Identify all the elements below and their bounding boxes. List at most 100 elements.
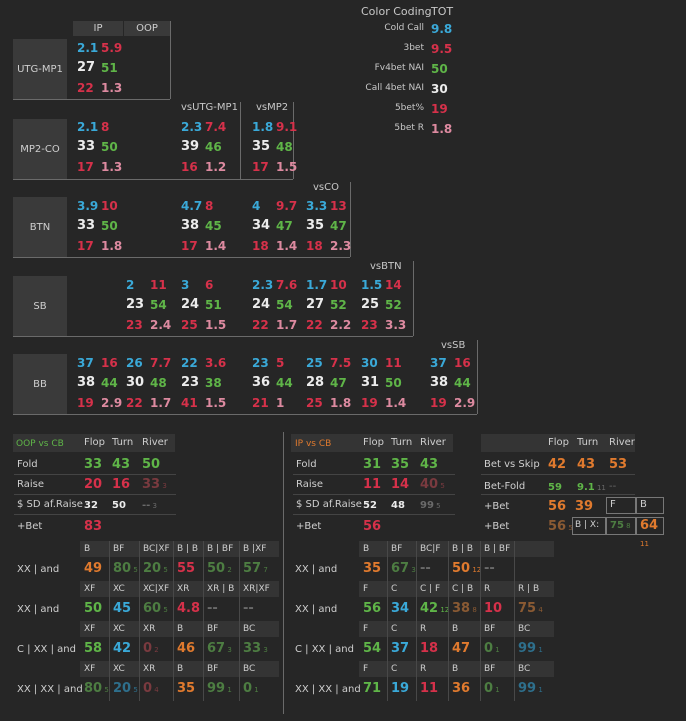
- stat-value: 1: [276, 396, 285, 410]
- stat-value: 1.7: [150, 396, 172, 410]
- sample-size: 1: [225, 686, 232, 694]
- line-value: --: [243, 601, 254, 616]
- stat-value: 19: [430, 396, 447, 410]
- line-head: R | B: [518, 584, 540, 594]
- line-label: XX | and: [17, 564, 60, 575]
- legend-value: 1.8: [431, 122, 453, 136]
- row-value: 56: [363, 519, 382, 534]
- stat-value: 22: [77, 81, 94, 95]
- line-head: XC|XF: [143, 584, 170, 594]
- stat-value: 23: [126, 318, 143, 332]
- color-coding-tot: TOT: [431, 5, 454, 18]
- sample-size: 3: [150, 502, 157, 510]
- stat-value: 5: [276, 356, 285, 370]
- stat-value: 38: [205, 376, 222, 390]
- sample-size: 2: [225, 566, 232, 574]
- sample-size: 7: [261, 566, 268, 574]
- line-head: BC|XF: [143, 544, 170, 554]
- line-value: 36: [452, 681, 471, 696]
- row-value: 75 8: [606, 517, 636, 535]
- sample-size: 5: [566, 524, 573, 532]
- stat-value: 1.5: [205, 396, 227, 410]
- line-head: B | B: [177, 544, 199, 554]
- sample-size: 8: [470, 606, 477, 614]
- stat-value: 23: [181, 375, 200, 390]
- stat-group-sb_vsbtn: 1.5 14 25 52 23 3.3: [361, 278, 415, 338]
- stat-value: 47: [330, 376, 347, 390]
- position-bb: BB: [13, 354, 67, 414]
- legend-value: 9.8: [431, 22, 453, 36]
- line-value: 0 1: [484, 681, 500, 696]
- line-value: 99 1: [207, 681, 232, 696]
- line-head: B | BF: [484, 544, 511, 554]
- line-value: 67 3: [391, 561, 416, 576]
- sample-size: 5: [161, 566, 168, 574]
- line-label: C | XX | and: [295, 644, 354, 655]
- stat-value: 50: [385, 376, 402, 390]
- stat-value: 11: [385, 356, 402, 370]
- stat-value: 8: [101, 120, 110, 134]
- row-value: 64 11: [636, 517, 664, 548]
- stat-value: 1.5: [205, 318, 227, 332]
- row-label: +Bet: [484, 521, 510, 532]
- position-sb: SB: [13, 276, 67, 336]
- row-value: 59: [548, 482, 562, 493]
- line-head: R: [420, 664, 427, 674]
- ip-col-turn: Turn: [391, 437, 413, 448]
- line-head: BC: [518, 624, 531, 634]
- line-label: XX | and: [295, 564, 338, 575]
- bet-col-flop: Flop: [548, 437, 569, 448]
- row-value: 52: [363, 500, 377, 511]
- line-head: C | B: [452, 584, 474, 594]
- line-head: BC: [243, 664, 256, 674]
- line-value: 57 7: [243, 561, 268, 576]
- line-head: BF: [484, 624, 496, 634]
- line-value: --: [484, 561, 495, 576]
- stat-group-bb_vsmp2: 23 5 36 44 21 1: [252, 356, 306, 416]
- stat-value: 4: [252, 199, 261, 213]
- stat-value: 38: [77, 375, 96, 390]
- line-head: R: [420, 624, 427, 634]
- stat-value: 7.4: [205, 120, 227, 134]
- position-mp2-co: MP2-CO: [13, 119, 67, 179]
- sample-size: 11: [640, 540, 649, 548]
- stat-value: 31: [361, 375, 380, 390]
- line-value: 71: [363, 681, 382, 696]
- row-value: 99 5: [420, 500, 441, 511]
- row-label: Bet-Fold: [484, 481, 526, 492]
- stat-group-utg_ip: 2.1 5.9 27 51 22 1.3: [77, 41, 131, 101]
- stat-value: 3.6: [205, 356, 227, 370]
- row-value: 83: [84, 519, 103, 534]
- line-head: F: [363, 584, 369, 594]
- stat-value: 3: [181, 278, 190, 292]
- sample-size: 4: [152, 686, 159, 694]
- legend-label: 3bet: [403, 43, 424, 53]
- line-head: XC: [113, 664, 125, 674]
- stat-value: 33: [77, 139, 96, 154]
- stat-value: 2: [126, 278, 135, 292]
- row-value: 9.1 11: [577, 482, 606, 493]
- stat-value: 37: [430, 356, 447, 370]
- row-label: +Bet: [17, 521, 43, 532]
- row-value: 31: [363, 457, 382, 472]
- stat-group-btn_ip: 3.9 10 33 50 17 1.8: [77, 199, 131, 259]
- line-value: 0 1: [243, 681, 259, 696]
- line-value: 34: [391, 601, 410, 616]
- stat-value: 30: [126, 375, 145, 390]
- line-head: B: [452, 624, 459, 634]
- box-f: F: [606, 497, 636, 514]
- stat-value: 28: [306, 375, 325, 390]
- sample-size: 3: [225, 646, 232, 654]
- line-value: 54: [363, 641, 382, 656]
- row-value: 43: [577, 457, 596, 472]
- vs-utg-header: vsUTG-MP1: [181, 102, 238, 113]
- line-value: 75 4: [518, 601, 543, 616]
- stat-value: 2.1: [77, 41, 99, 55]
- line-head: C: [391, 664, 398, 674]
- line-value: 37: [391, 641, 410, 656]
- row-value: 42: [548, 457, 567, 472]
- stat-value: 21: [252, 396, 269, 410]
- sample-size: 1: [252, 686, 259, 694]
- row-label: +Bet: [484, 501, 510, 512]
- stat-value: 30: [361, 356, 378, 370]
